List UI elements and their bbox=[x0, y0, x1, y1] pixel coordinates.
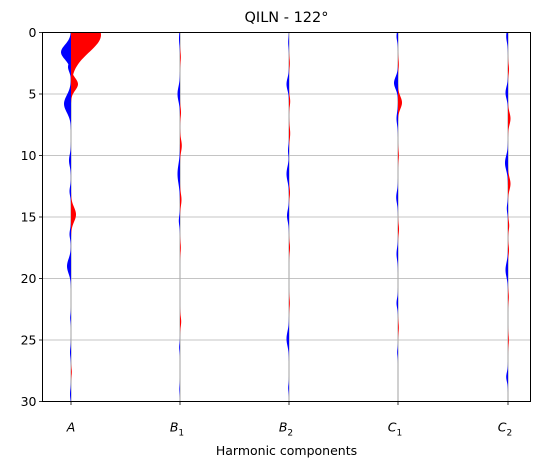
trace-feature-b2-5 bbox=[288, 135, 289, 166]
trace-feature-a-0 bbox=[71, 32, 101, 87]
x-tick-label: A bbox=[66, 420, 76, 435]
trace-feature-a-2 bbox=[61, 32, 71, 75]
trace-feature-b1-4 bbox=[180, 127, 182, 165]
trace-feature-b2-8 bbox=[287, 197, 289, 235]
trace-feature-c1-10 bbox=[398, 312, 399, 343]
trace-feature-c2-6 bbox=[506, 193, 508, 224]
x-axis-label: Harmonic components bbox=[216, 443, 357, 458]
trace-feature-b2-9 bbox=[289, 232, 290, 263]
x-tick-label: C1 bbox=[388, 420, 402, 439]
trace-feature-b2-0 bbox=[288, 32, 289, 58]
trace-feature-c1-11 bbox=[397, 341, 398, 364]
trace-feature-a-8 bbox=[71, 192, 76, 237]
x-tick-label: C2 bbox=[498, 420, 512, 439]
trace-feature-a-11 bbox=[70, 306, 71, 329]
trace-feature-b1-5 bbox=[177, 144, 180, 204]
trace-feature-b1-11 bbox=[179, 378, 180, 401]
trace-feature-c1-5 bbox=[398, 140, 399, 171]
y-gridlines bbox=[42, 32, 531, 402]
trace-feature-a-12 bbox=[70, 337, 71, 368]
trace-feature-b1-9 bbox=[180, 306, 182, 337]
trace-feature-b1-6 bbox=[180, 181, 182, 219]
x-tick-label: B1 bbox=[170, 420, 184, 439]
y-tick-label: 25 bbox=[21, 333, 37, 348]
trace-feature-c2-7 bbox=[508, 210, 510, 241]
trace-feature-b1-0 bbox=[179, 32, 180, 58]
x-axis: A B1 B2 C1 C2 bbox=[66, 401, 512, 439]
trace-feature-b2-6 bbox=[286, 151, 289, 197]
trace-feature-c1-7 bbox=[398, 214, 399, 245]
trace-feature-b2-11 bbox=[286, 316, 289, 361]
trace-feature-c2-10 bbox=[508, 282, 509, 312]
trace-feature-b2-3 bbox=[289, 86, 291, 117]
trace-feature-c1-9 bbox=[396, 288, 398, 318]
trace-feature-a-10 bbox=[67, 244, 71, 289]
trace-feature-c1-8 bbox=[396, 235, 398, 273]
y-tick-label: 5 bbox=[29, 87, 37, 102]
trace-feature-b1-10 bbox=[179, 336, 180, 359]
trace-feature-c1-0 bbox=[396, 32, 398, 51]
trace-feature-c2-11 bbox=[508, 325, 509, 355]
trace-feature-c1-1 bbox=[398, 49, 399, 80]
trace-feature-b1-2 bbox=[177, 71, 180, 117]
trace-feature-b2-10 bbox=[289, 288, 290, 318]
trace-feature-a-4 bbox=[71, 65, 78, 103]
trace-feature-c1-4 bbox=[396, 100, 398, 138]
trace-feature-a-3 bbox=[68, 52, 71, 82]
trace-feature-c2-4 bbox=[505, 140, 508, 186]
y-tick-label: 10 bbox=[21, 148, 37, 163]
trace-feature-b2-1 bbox=[289, 48, 290, 79]
x-tick-label: B2 bbox=[279, 420, 293, 439]
trace-feature-c2-0 bbox=[506, 32, 508, 55]
chart-title: QILN - 122° bbox=[245, 10, 329, 26]
y-axis: 0 5 10 15 20 25 30 bbox=[21, 25, 43, 409]
y-tick-label: 15 bbox=[21, 210, 37, 225]
trace-feature-c2-2 bbox=[505, 74, 508, 112]
trace-feature-c2-5 bbox=[508, 165, 511, 203]
trace-feature-c2-8 bbox=[508, 235, 509, 265]
trace-feature-a-7 bbox=[69, 176, 71, 206]
trace-feature-a-13 bbox=[71, 360, 72, 384]
trace-feature-b2-4 bbox=[289, 114, 291, 152]
trace-feature-b2-2 bbox=[286, 65, 289, 103]
trace-feature-c2-12 bbox=[506, 362, 508, 392]
harmonic-traces bbox=[61, 32, 511, 402]
trace-feature-c1-2 bbox=[394, 64, 398, 102]
y-tick-label: 20 bbox=[21, 271, 37, 286]
trace-feature-b1-1 bbox=[180, 42, 181, 72]
trace-feature-c2-3 bbox=[508, 100, 511, 138]
trace-feature-c2-1 bbox=[508, 54, 509, 85]
trace-feature-b2-12 bbox=[288, 376, 289, 400]
trace-feature-a-5 bbox=[64, 78, 71, 130]
trace-feature-b1-3 bbox=[180, 97, 181, 128]
trace-feature-c1-3 bbox=[398, 84, 402, 122]
trace-feature-a-14 bbox=[70, 379, 71, 402]
trace-feature-c2-9 bbox=[505, 247, 508, 293]
trace-feature-a-6 bbox=[69, 141, 71, 179]
trace-feature-b1-7 bbox=[178, 205, 180, 236]
trace-feature-b2-7 bbox=[289, 177, 290, 208]
y-tick-label: 30 bbox=[21, 394, 37, 409]
trace-feature-a-1 bbox=[71, 32, 79, 59]
trace-feature-a-9 bbox=[69, 219, 71, 249]
trace-feature-b1-8 bbox=[180, 232, 181, 263]
y-tick-label: 0 bbox=[29, 25, 37, 40]
trace-feature-c1-6 bbox=[396, 178, 398, 216]
